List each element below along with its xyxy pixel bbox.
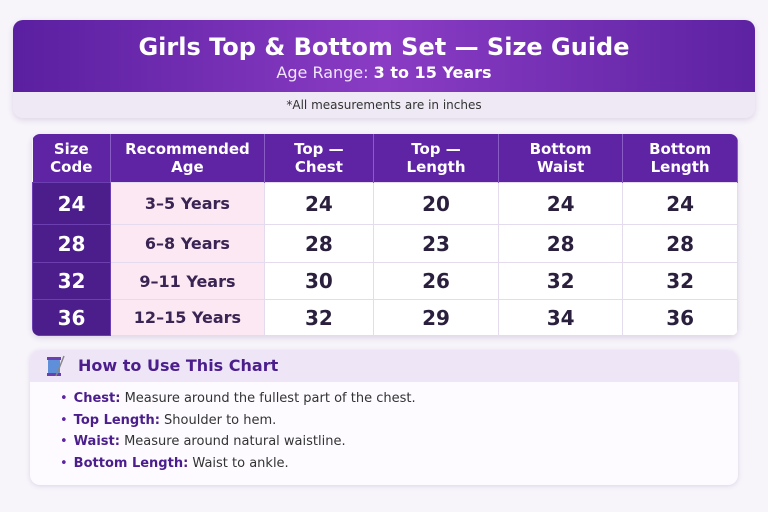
row: 24 3–5 Years 24 20 24 24	[32, 182, 738, 225]
size-table: Size Code Recommended Age Top — Chest Top —…	[32, 134, 738, 336]
cell: 36	[622, 299, 738, 336]
cell: 32	[498, 262, 624, 300]
cell: 3–5 Years	[110, 182, 265, 225]
column-header: Top — Chest	[264, 134, 375, 183]
cell: 24	[622, 182, 738, 225]
cell: 9–11 Years	[110, 262, 265, 300]
row: 32 9–11 Years 30 26 32 32	[32, 262, 738, 300]
guide-term: Chest:	[73, 391, 121, 406]
cell: 28	[622, 224, 738, 263]
cell: 36	[32, 299, 112, 336]
header: Girls Top & Bottom Set — Size Guide Age …	[13, 20, 755, 118]
cell: 28	[498, 224, 624, 263]
guide-title: How to Use This Chart	[78, 356, 279, 375]
guide-item: Chest: Measure around the fullest part o…	[60, 388, 738, 410]
guide-term: Top Length:	[73, 412, 160, 428]
subtitle-label: Age Range:	[276, 63, 369, 82]
cell: 24	[498, 182, 624, 225]
cell: 28	[32, 224, 112, 263]
note: *All measurements are in inches	[286, 98, 482, 112]
title: Girls Top & Bottom Set — Size Guide	[138, 33, 630, 61]
cell: 30	[263, 262, 375, 300]
guide-item: Top Length: Shoulder to hem.	[60, 410, 738, 432]
cell: 24	[32, 182, 112, 225]
guide-text: Measure around natural waistline.	[124, 434, 346, 449]
guide-term: Waist:	[73, 434, 120, 449]
row: 36 12–15 Years 32 29 34 36	[32, 299, 738, 336]
guide-header: How to Use This Chart	[30, 350, 738, 382]
header-row: Size Code Recommended Age Top — Chest Top —…	[32, 134, 738, 183]
cell: 24	[263, 182, 375, 225]
cell: 20	[373, 182, 500, 225]
cell: 34	[498, 299, 624, 336]
cell: 23	[373, 224, 500, 263]
guide-text: Waist to ankle.	[192, 455, 289, 471]
row: 28 6–8 Years 28 23 28 28	[32, 224, 738, 263]
cell: 28	[263, 224, 375, 263]
guide-item: Waist: Measure around natural waistline.	[60, 431, 738, 453]
column-header: Size Code	[32, 134, 112, 183]
cell: 32	[263, 299, 375, 336]
column-header: Top — Length	[373, 134, 500, 183]
subtitle: Age Range: 3 to 15 Years	[13, 62, 755, 84]
guide-text: Shoulder to hem.	[164, 412, 277, 428]
cell: 32	[622, 262, 738, 300]
cell: 12–15 Years	[110, 299, 265, 336]
cell: 29	[373, 299, 500, 336]
header-band: Girls Top & Bottom Set — Size Guide Age …	[13, 20, 755, 92]
guide-item: Bottom Length: Waist to ankle.	[60, 453, 738, 475]
cell: 6–8 Years	[110, 224, 265, 263]
guide-list: Chest: Measure around the fullest part o…	[30, 382, 738, 474]
thread-icon	[47, 355, 65, 377]
guide: How to Use This Chart Chest: Measure aro…	[30, 350, 738, 485]
cell: 32	[32, 262, 112, 300]
column-header: Bottom Waist	[498, 134, 624, 183]
guide-term: Bottom Length:	[73, 455, 189, 471]
cell: 26	[373, 262, 500, 300]
guide-text: Measure around the fullest part of the c…	[124, 391, 416, 406]
table-body: 24 3–5 Years 24 20 24 24 28 6–8 Years 28 23 28 28 32…	[32, 182, 738, 336]
subtitle-value: 3 to 15 Years	[373, 63, 492, 82]
column-header: Recommended Age	[110, 134, 265, 183]
column-header: Bottom Length	[622, 134, 738, 183]
